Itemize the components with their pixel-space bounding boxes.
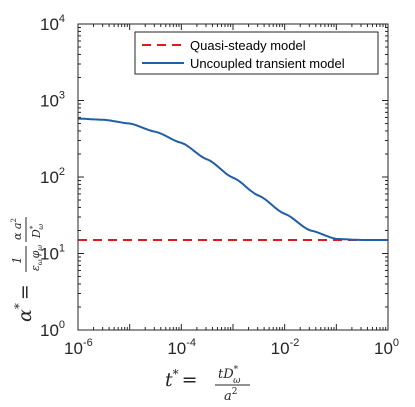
svg-text:a2: a2 [224, 387, 238, 404]
legend-label-quasi-steady: Quasi-steady model [190, 38, 306, 53]
tick-labels: 10-6 10-4 10-2 100 100 101 102 103 104 [40, 13, 399, 358]
y-label-lhs: α [14, 309, 36, 322]
svg-text:εωφω: εωφω [29, 245, 44, 271]
y-label-f1-den-sub: ω [36, 259, 44, 265]
y-tick-label: 100 [40, 319, 65, 340]
legend-label-uncoupled-transient: Uncoupled transient model [190, 56, 345, 71]
x-tick-label: 100 [374, 337, 399, 358]
svg-text:D*ω: D*ω [29, 224, 45, 239]
x-label-lhs-sup: * [173, 367, 179, 381]
x-label-lhs: t [165, 369, 173, 391]
y-label-f2-num-sup: 2 [10, 218, 18, 222]
y-label-f2-num: α a [11, 223, 24, 240]
y-label-f2-den-sup: * [29, 225, 37, 229]
y-label-f1-den: ε [29, 265, 42, 271]
plot-frame [77, 23, 389, 331]
y-axis-label: α*= 1 εωφω α a2 D*ω [10, 217, 45, 322]
y-label-f2-den: D [30, 229, 43, 239]
y-tick-label: 103 [40, 90, 65, 111]
x-label-eq: = [182, 369, 198, 391]
legend-box [134, 31, 379, 75]
svg-text:α a2: α a2 [10, 218, 24, 240]
svg-text:tD*ω: tD* ω [218, 365, 241, 386]
svg-text:α*=: α* = [12, 284, 36, 322]
x-label-den: a [224, 389, 232, 404]
y-label-f1-num: 1 [10, 256, 24, 264]
y-tick-label: 104 [40, 13, 65, 34]
y-label-f1-den2-sub: ω [36, 245, 44, 251]
series-layer [77, 117, 388, 241]
x-tick-label: 10-2 [271, 337, 300, 358]
y-tick-label: 101 [40, 243, 65, 264]
y-tick-label: 102 [40, 166, 65, 187]
x-label-num-sup: * [234, 365, 239, 375]
svg-text:t*=: t* = [165, 367, 198, 391]
x-tick-label: 10-4 [167, 337, 196, 358]
x-tick-label: 10-6 [64, 337, 93, 358]
x-label-den-sup: 2 [232, 387, 238, 397]
legend: Quasi-steady model Uncoupled transient m… [134, 31, 379, 75]
y-label-f2-den-sub: ω [37, 224, 45, 230]
y-label-lhs-sup: * [12, 303, 26, 309]
x-axis-label: t* = tD* ω a2 [165, 365, 250, 404]
x-label-num: tD [218, 367, 234, 382]
series-line-uncoupled-transient [77, 117, 388, 241]
y-label-eq: = [14, 284, 36, 300]
y-label-f1-den2: φ [29, 250, 42, 258]
x-label-num-sub: ω [233, 376, 241, 386]
